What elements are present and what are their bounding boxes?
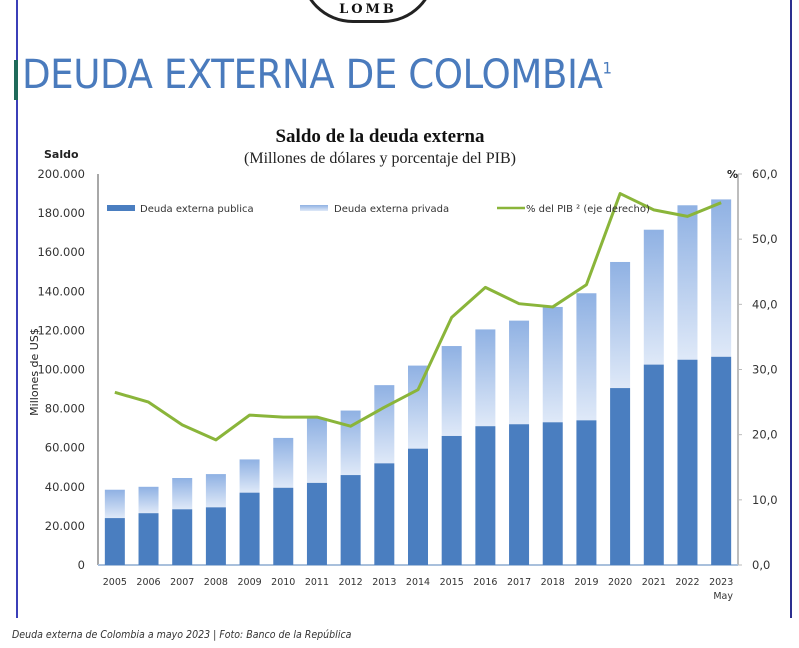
y2-tick-label: 50,0 bbox=[752, 232, 778, 246]
bar-private bbox=[610, 261, 631, 389]
y2-tick-label: 20,0 bbox=[752, 428, 778, 442]
seal-text: LOMB bbox=[339, 2, 397, 17]
bar-private bbox=[172, 478, 193, 510]
slide-title: DEUDA EXTERNA DE COLOMBIA1 bbox=[22, 52, 612, 98]
y-tick-label: 200.000 bbox=[37, 167, 85, 181]
bar-public bbox=[475, 426, 496, 565]
y-axis-top-label: Saldo bbox=[44, 148, 79, 161]
x-tick-label: 2013 bbox=[372, 577, 396, 588]
bar-public bbox=[374, 463, 395, 565]
y-tick-label: 40.000 bbox=[45, 480, 85, 494]
bar-private bbox=[104, 489, 125, 519]
title-accent-bar bbox=[14, 60, 18, 100]
bar-private bbox=[643, 229, 664, 365]
bar-public bbox=[172, 509, 193, 565]
bar-private bbox=[205, 474, 226, 508]
x-tick-label: 2014 bbox=[406, 577, 430, 588]
y-tick-label: 120.000 bbox=[37, 323, 85, 337]
y-axis-title: Millones de US$ bbox=[28, 328, 41, 416]
bar-public bbox=[643, 364, 664, 565]
x-tick-label: 2018 bbox=[541, 577, 565, 588]
bar-private bbox=[138, 486, 159, 514]
x-tick-label: 2020 bbox=[608, 577, 632, 588]
bar-public bbox=[576, 420, 597, 565]
x-tick-sublabel: May bbox=[713, 591, 733, 602]
bar-public bbox=[610, 388, 631, 565]
y-tick-label: 20.000 bbox=[45, 519, 85, 533]
bar-private bbox=[576, 293, 597, 421]
legend-swatch-public bbox=[107, 205, 135, 211]
image-caption: Deuda externa de Colombia a mayo 2023 | … bbox=[12, 628, 352, 641]
bar-private bbox=[542, 306, 563, 423]
y-tick-label: 140.000 bbox=[37, 284, 85, 298]
bar-public bbox=[677, 359, 698, 565]
bar-private bbox=[239, 459, 260, 493]
x-tick-label: 2010 bbox=[271, 577, 295, 588]
chart-title: Saldo de la deuda externa bbox=[275, 126, 485, 147]
y2-tick-label: 0,0 bbox=[752, 558, 770, 572]
bar-public bbox=[542, 422, 563, 565]
y2-tick-label: 30,0 bbox=[752, 363, 778, 377]
slide-title-footnote: 1 bbox=[602, 58, 612, 78]
bar-private bbox=[340, 410, 361, 476]
bar-private bbox=[374, 385, 395, 464]
legend-label-private: Deuda externa privada bbox=[334, 204, 449, 215]
bar-private bbox=[475, 329, 496, 427]
bar-private bbox=[509, 320, 530, 425]
y-tick-label: 180.000 bbox=[37, 206, 85, 220]
y2-tick-label: 40,0 bbox=[752, 297, 778, 311]
y-tick-label: 60.000 bbox=[45, 441, 85, 455]
legend-label-line: % del PIB ² (eje derecho) bbox=[526, 204, 650, 215]
bar-public bbox=[441, 435, 462, 565]
y-tick-label: 160.000 bbox=[37, 245, 85, 259]
bar-public bbox=[408, 448, 428, 565]
x-tick-label: 2017 bbox=[507, 577, 531, 588]
legend-label-public: Deuda externa publica bbox=[140, 204, 254, 215]
bar-public bbox=[205, 507, 226, 565]
x-tick-label: 2007 bbox=[170, 577, 194, 588]
y2-tick-label: 10,0 bbox=[752, 493, 778, 507]
bar-public bbox=[138, 513, 159, 565]
x-tick-label: 2021 bbox=[642, 577, 666, 588]
slide-title-text: DEUDA EXTERNA DE COLOMBIA bbox=[22, 52, 603, 98]
bar-private bbox=[711, 199, 732, 357]
x-tick-label: 2011 bbox=[305, 577, 329, 588]
bar-public bbox=[239, 492, 260, 565]
y-tick-label: 80.000 bbox=[45, 402, 85, 416]
x-tick-label: 2008 bbox=[204, 577, 228, 588]
x-tick-label: 2006 bbox=[136, 577, 160, 588]
x-tick-label: 2019 bbox=[574, 577, 598, 588]
bar-public bbox=[509, 424, 530, 565]
bar-private bbox=[306, 418, 327, 483]
bar-public bbox=[273, 487, 294, 565]
y2-tick-label: 60,0 bbox=[752, 167, 778, 181]
x-tick-label: 2023 bbox=[709, 577, 733, 588]
x-tick-label: 2009 bbox=[237, 577, 261, 588]
x-tick-label: 2016 bbox=[473, 577, 497, 588]
x-tick-label: 2005 bbox=[103, 577, 127, 588]
x-tick-label: 2012 bbox=[339, 577, 363, 588]
legend-swatch-private bbox=[300, 205, 328, 211]
y-tick-label: 0 bbox=[78, 558, 85, 572]
bar-private bbox=[408, 365, 428, 449]
bar-public bbox=[340, 475, 361, 565]
bar-private bbox=[441, 346, 462, 436]
bar-public bbox=[711, 356, 732, 565]
chart-subtitle: (Millones de dólares y porcentaje del PI… bbox=[244, 150, 516, 167]
y2-axis-unit-label: % bbox=[727, 168, 738, 181]
bar-public bbox=[306, 482, 327, 565]
x-tick-label: 2022 bbox=[675, 577, 699, 588]
bar-private bbox=[677, 205, 698, 360]
x-tick-label: 2015 bbox=[440, 577, 464, 588]
y-tick-label: 100.000 bbox=[37, 363, 85, 377]
bar-private bbox=[273, 437, 294, 488]
bar-public bbox=[104, 518, 125, 565]
